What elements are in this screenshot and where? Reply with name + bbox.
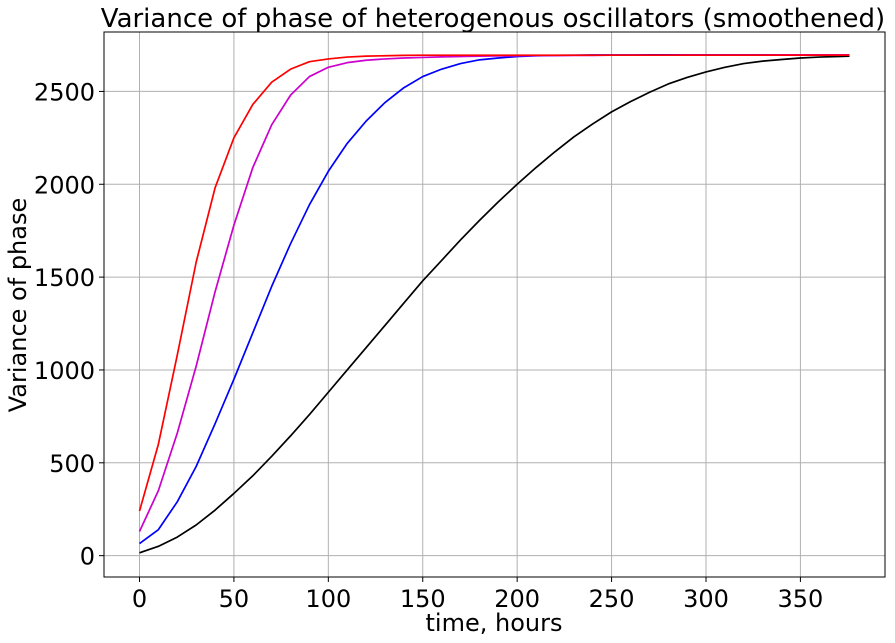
series-group xyxy=(138,53,850,554)
plot-frame xyxy=(103,31,886,578)
series-line-4 xyxy=(138,54,850,512)
x-tick-label: 200 xyxy=(494,585,540,613)
y-tick-label: 500 xyxy=(49,450,95,478)
x-tick-label: 300 xyxy=(683,585,729,613)
x-tick-label: 0 xyxy=(132,585,147,613)
y-ticks: 0 500 1000 1500 2000 2500 xyxy=(34,78,104,571)
y-tick-label: 0 xyxy=(80,543,95,571)
x-tick-label: 250 xyxy=(589,585,635,613)
chart-title: Variance of phase of heterogenous oscill… xyxy=(101,4,885,34)
series-line-2 xyxy=(138,53,850,545)
y-tick-label: 2500 xyxy=(34,78,95,106)
y-axis-label: Variance of phase xyxy=(4,198,32,413)
x-ticks: 0 50 100 150 200 250 300 350 xyxy=(132,577,823,613)
y-tick-label: 1500 xyxy=(34,264,95,292)
x-axis-label: time, hours xyxy=(426,609,563,637)
grid xyxy=(104,32,885,577)
y-tick-label: 2000 xyxy=(34,171,95,199)
x-tick-label: 100 xyxy=(305,585,351,613)
x-tick-label: 150 xyxy=(400,585,446,613)
series-line-3 xyxy=(138,53,850,532)
series-line-1 xyxy=(139,55,850,554)
x-tick-label: 50 xyxy=(219,585,250,613)
y-tick-label: 1000 xyxy=(34,357,95,385)
x-tick-label: 350 xyxy=(777,585,823,613)
